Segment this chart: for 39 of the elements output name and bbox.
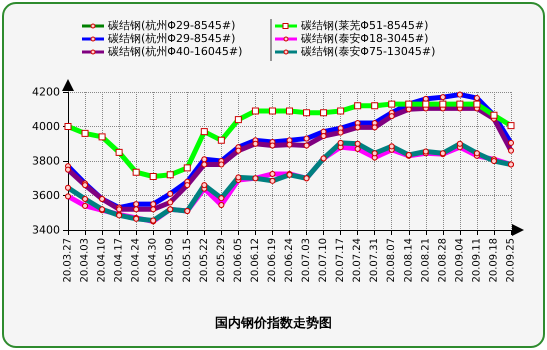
x-tick-label: 20.09.04 <box>454 238 466 283</box>
y-tick-label: 3800 <box>32 154 60 168</box>
x-tick-label: 20.09.11 <box>471 238 482 283</box>
x-tick-label: 20.07.24 <box>352 238 364 283</box>
x-tick-label: 20.08.14 <box>403 238 414 283</box>
x-tick-label: 20.09.18 <box>488 238 500 283</box>
legend-label: 碳结钢(莱芜Φ51-8545#) <box>300 19 428 32</box>
x-tick-label: 20.07.10 <box>318 238 330 283</box>
x-tick-label: 20.04.30 <box>148 238 159 283</box>
x-tick-label: 20.03.27 <box>62 238 74 283</box>
x-tick-label: 20.07.03 <box>301 238 312 283</box>
x-tick-label: 20.06.24 <box>284 238 295 283</box>
x-tick-label: 20.05.29 <box>216 238 227 283</box>
x-tick-label: 20.08.21 <box>420 238 432 283</box>
x-tick-label: 20.09.25 <box>506 238 516 283</box>
legend-label: 碳结钢(杭州Φ29-8545#) <box>107 19 236 32</box>
y-tick-label: 4000 <box>32 120 60 133</box>
x-tick-label: 20.04.17 <box>114 238 125 283</box>
x-tick-label: 20.06.05 <box>232 238 244 283</box>
x-tick-label: 20.08.07 <box>386 238 398 283</box>
legend-label: 碳结钢(泰安Φ18-3045#) <box>300 32 428 45</box>
x-tick-label: 20.05.15 <box>182 238 193 283</box>
x-tick-label: 20.05.22 <box>198 238 210 283</box>
y-tick-label: 3600 <box>32 189 60 202</box>
legend-label: 碳结钢(杭州Φ40-16045#) <box>107 45 242 58</box>
text: 国内钢价指数走势图 <box>215 315 332 331</box>
x-tick-label: 20.07.17 <box>335 238 346 283</box>
x-tick-label: 20.05.09 <box>164 238 176 283</box>
x-tick-label: 20.06.12 <box>250 238 261 283</box>
x-tick-label: 20.06.19 <box>266 238 278 283</box>
x-tick-label: 20.04.03 <box>80 238 91 283</box>
x-tick-label: 20.04.24 <box>130 238 142 283</box>
x-tick-label: 20.07.31 <box>369 238 380 283</box>
y-tick-label: 4200 <box>32 86 60 98</box>
x-tick-label: 20.08.28 <box>437 238 448 283</box>
legend-label: 碳结钢(杭州Φ29-8545#) <box>107 32 236 45</box>
x-tick-label: 20.04.10 <box>96 238 108 283</box>
y-tick-label: 3400 <box>32 224 60 236</box>
legend-label: 碳结钢(泰安Φ75-13045#) <box>300 45 436 58</box>
